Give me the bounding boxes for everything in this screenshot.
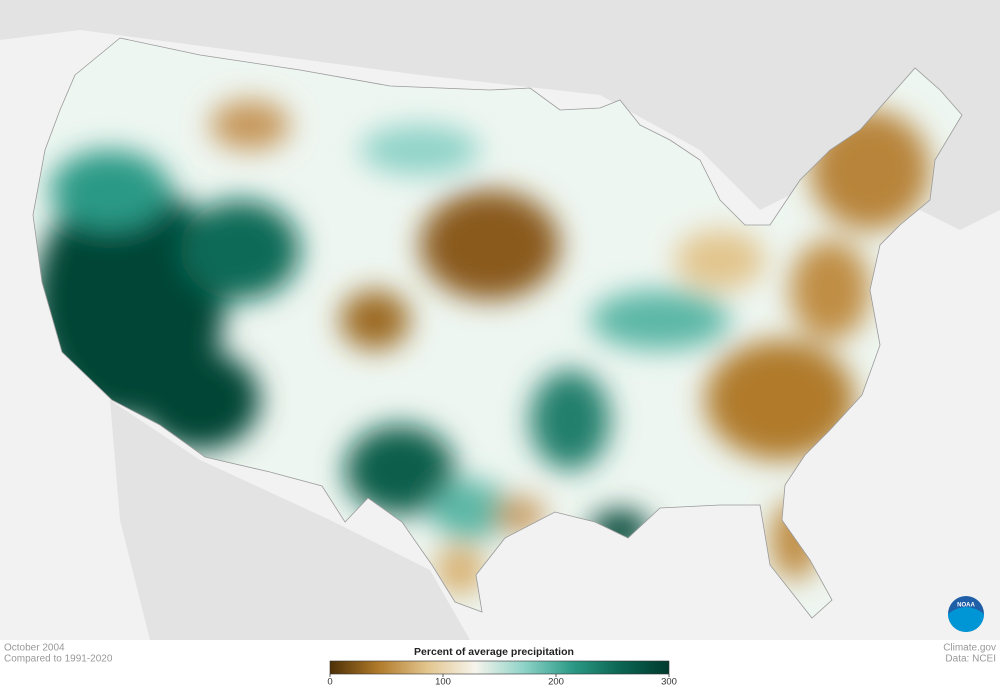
baseline-caption: Compared to 1991-2020 xyxy=(4,654,113,665)
dry-region xyxy=(420,190,560,300)
date-caption: October 2004 xyxy=(4,643,65,654)
source-credit: Data: NCEI xyxy=(945,654,996,665)
dry-region xyxy=(210,100,290,150)
dry-region xyxy=(675,230,765,290)
colorbar-tick-label: 200 xyxy=(548,677,564,688)
wet-region xyxy=(180,200,300,300)
colorbar-tick-label: 100 xyxy=(435,677,451,688)
wet-region xyxy=(360,125,480,175)
dry-region xyxy=(435,545,485,595)
canada-land xyxy=(0,0,1000,230)
precip-field xyxy=(35,100,930,595)
wet-region xyxy=(50,150,170,230)
wet-region xyxy=(430,480,510,540)
dry-region xyxy=(340,290,410,350)
wet-region xyxy=(530,370,610,470)
site-credit: Climate.gov xyxy=(943,643,996,654)
colorbar xyxy=(329,660,670,675)
wet-region xyxy=(345,425,455,515)
noaa-logo-text: NOAA xyxy=(957,603,975,609)
mexico-land xyxy=(110,400,470,640)
legend-title: Percent of average precipitation xyxy=(414,646,574,658)
dry-region xyxy=(705,340,855,460)
wet-region xyxy=(140,350,260,450)
wet-region xyxy=(590,290,730,350)
noaa-logo-wave xyxy=(948,607,984,632)
dry-region xyxy=(790,240,870,340)
colorbar-tick-label: 0 xyxy=(327,677,332,688)
colorbar-tick-label: 300 xyxy=(661,677,677,688)
